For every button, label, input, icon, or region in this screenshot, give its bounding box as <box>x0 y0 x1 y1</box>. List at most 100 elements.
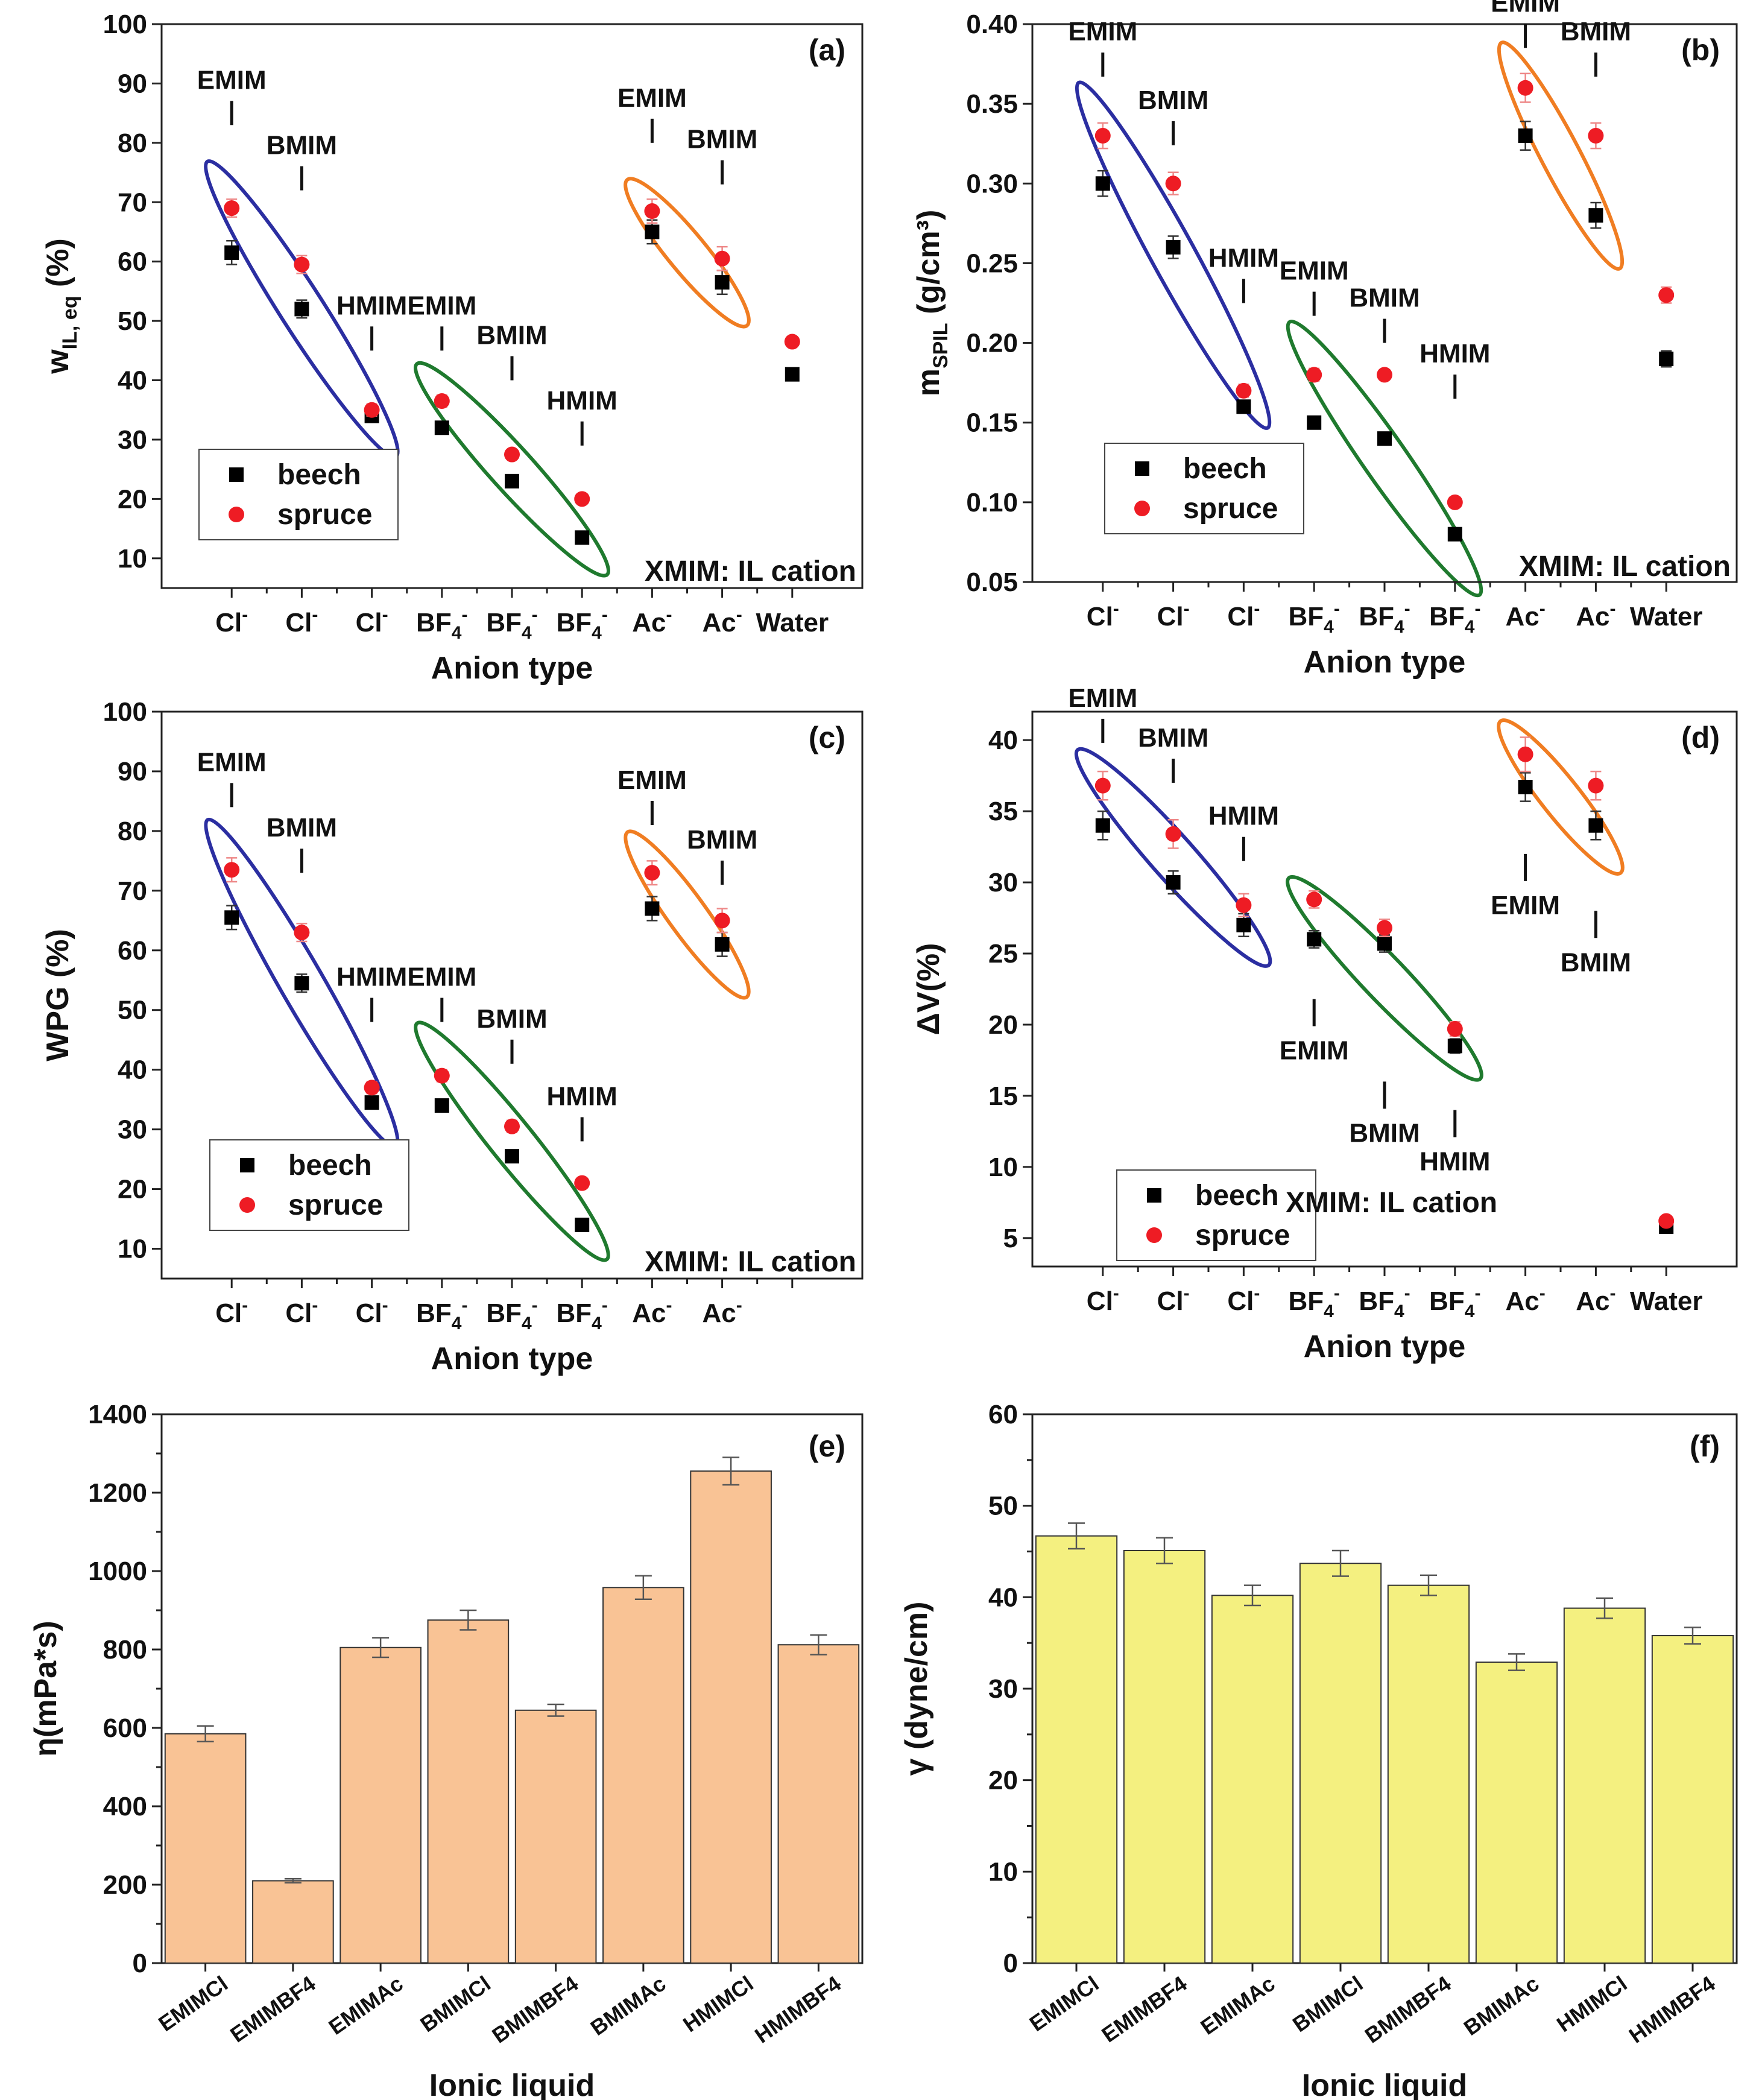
y-tick-label: 1200 <box>88 1478 147 1508</box>
y-axis-label-main: m <box>911 368 946 396</box>
superscript-minus: - <box>1540 599 1546 619</box>
annotation-label: BMIM <box>687 825 757 855</box>
panel-label: (c) <box>809 721 845 754</box>
x-tick-label: BF4- <box>486 605 537 643</box>
x-tick-label: EMIMAc <box>324 1971 408 2040</box>
y-tick-label: 400 <box>103 1792 147 1821</box>
beech-point <box>1588 818 1603 833</box>
group-ellipse-2 <box>1497 718 1625 876</box>
beech-point <box>1447 1039 1462 1054</box>
legend-beech-marker <box>1135 461 1149 476</box>
superscript-minus: - <box>1334 1283 1340 1303</box>
superscript-minus: - <box>312 1295 318 1315</box>
x-tick-label: BF4- <box>416 605 467 643</box>
spruce-point <box>1094 777 1111 794</box>
annotation-label: EMIM <box>617 83 687 113</box>
annotation-label: EMIM <box>197 747 267 777</box>
x-tick-label: BMIMAc <box>1459 1971 1544 2040</box>
x-tick-label: BF4- <box>486 1295 537 1333</box>
y-tick-label: 1000 <box>88 1557 147 1586</box>
superscript-minus: - <box>666 605 672 625</box>
spruce-point <box>294 925 310 941</box>
x-tick-label: EMIMBF4 <box>226 1971 320 2048</box>
spruce-point <box>1094 128 1111 144</box>
x-tick-label: HMIMBF4 <box>1625 1971 1720 2048</box>
spruce-point <box>364 1080 380 1096</box>
y-tick-label: 10 <box>118 544 147 574</box>
y-tick-label: 0.15 <box>966 408 1018 438</box>
group-ellipse-0 <box>1074 747 1272 968</box>
y-tick-label: 0.25 <box>966 248 1018 278</box>
x-tick-label: Cl- <box>1227 599 1260 631</box>
annotation-label: BMIM <box>267 813 337 843</box>
annotation-label: BMIM <box>1561 17 1631 46</box>
x-tick-label: BMIMCl <box>415 1971 495 2037</box>
spruce-point <box>644 865 660 881</box>
beech-point <box>1518 780 1533 795</box>
x-tick-label: BMIMBF4 <box>1360 1971 1456 2048</box>
annotation-label: EMIM <box>197 65 267 95</box>
x-tick-label: Cl- <box>1087 1283 1119 1316</box>
y-tick-label: 20 <box>118 1175 147 1204</box>
spruce-point <box>504 446 520 463</box>
spruce-point <box>574 491 590 507</box>
beech-point <box>575 1217 590 1232</box>
legend-beech-marker <box>1147 1188 1161 1203</box>
y-tick-label: 20 <box>988 1766 1018 1795</box>
legend-beech-label: beech <box>1195 1180 1279 1212</box>
annotation-label: BMIM <box>267 131 337 160</box>
superscript-minus: - <box>1113 1283 1119 1303</box>
x-tick-label: BF4- <box>1429 599 1480 637</box>
y-tick-label: 20 <box>118 484 147 514</box>
spruce-point <box>1588 128 1604 144</box>
superscript-minus: - <box>1113 599 1119 619</box>
superscript-minus: - <box>382 1295 388 1315</box>
x-tick-label: Ac- <box>632 1295 672 1328</box>
x-tick-label: HMIMCl <box>1552 1971 1632 2037</box>
x-tick-label: Cl- <box>285 605 318 637</box>
y-tick-label: 50 <box>118 306 147 336</box>
x-axis-label: Anion type <box>1304 645 1466 680</box>
annotation-label: EMIM <box>1280 256 1349 286</box>
x-tick-label: Ac- <box>1576 599 1615 631</box>
beech-point <box>1095 176 1110 191</box>
beech-point <box>224 245 239 260</box>
beech-point <box>1236 399 1251 414</box>
superscript-minus: - <box>1184 599 1190 619</box>
y-tick-label: 80 <box>118 817 147 846</box>
superscript-minus: - <box>736 605 742 625</box>
legend-box <box>1104 443 1304 534</box>
bar-BMIMCl <box>427 1619 510 1964</box>
y-tick-label: 10 <box>118 1235 147 1264</box>
legend-spruce-marker <box>1134 501 1150 516</box>
y-axis-label-sub: SPIL <box>929 323 952 368</box>
annotation-label: HMIM <box>336 291 407 320</box>
annotation-label: HMIM <box>336 963 407 992</box>
annotation-label: BMIM <box>1138 86 1208 115</box>
superscript-minus: - <box>1610 1283 1616 1303</box>
superscript-minus: - <box>1404 599 1410 619</box>
y-tick-label: 0.20 <box>966 329 1018 358</box>
y-tick-label: 0 <box>1003 1949 1018 1978</box>
y-tick-label: 90 <box>118 757 147 786</box>
superscript-minus: - <box>1474 1283 1480 1303</box>
beech-point <box>294 976 309 991</box>
annotation-label: EMIM <box>1491 0 1560 18</box>
legend-spruce-label: spruce <box>277 499 372 531</box>
superscript-minus: - <box>1254 1283 1260 1303</box>
x-tick-label: Ac- <box>632 605 672 637</box>
y-tick-label: 10 <box>988 1153 1018 1182</box>
legend-beech-marker <box>229 467 244 482</box>
beech-point <box>715 275 730 290</box>
annotation-label: EMIM <box>407 291 476 320</box>
annotation-label: EMIM <box>1491 891 1560 920</box>
annotation-label: EMIM <box>1068 683 1137 713</box>
beech-point <box>1166 240 1181 255</box>
x-tick-label: EMIMBF4 <box>1097 1971 1191 2048</box>
bar-EMIMBF4 <box>1123 1549 1206 1964</box>
annotation-label: EMIM <box>407 963 476 992</box>
x-tick-label: EMIMCl <box>154 1971 232 2036</box>
y-tick-label: 0.35 <box>966 89 1018 119</box>
spruce-point <box>1236 897 1252 913</box>
spruce-point <box>1517 80 1533 96</box>
